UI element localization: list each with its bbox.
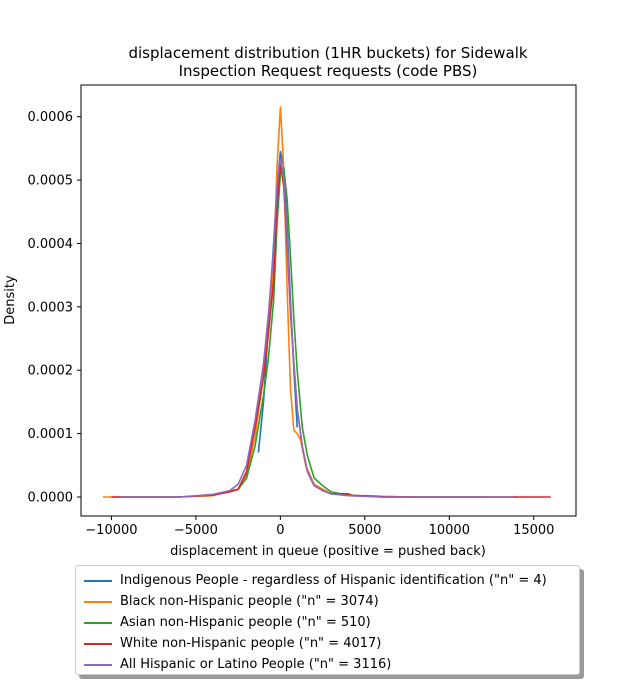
x-axis: −10000 −5000 0 5000 10000 15000 bbox=[85, 516, 554, 538]
legend-label: White non-Hispanic people ("n" = 4017) bbox=[120, 636, 382, 651]
legend: Indigenous People - regardless of Hispan… bbox=[75, 565, 580, 675]
x-tick-label: 10000 bbox=[429, 523, 470, 538]
series-layer bbox=[103, 106, 551, 498]
y-axis: 0.0000 0.0001 0.0002 0.0003 0.0004 0.0005 0.00… bbox=[28, 110, 81, 505]
chart-title-line-1: displacement distribution (1HR buckets) … bbox=[128, 44, 527, 62]
y-tick-label: 0.0002 bbox=[28, 364, 74, 379]
legend-item-2: Black non-Hispanic people ("n" = 3074) bbox=[84, 591, 579, 612]
y-tick-label: 0.0001 bbox=[28, 427, 74, 442]
series-line-2 bbox=[103, 106, 517, 498]
chart-title-line-2: Inspection Request requests (code PBS) bbox=[179, 62, 478, 80]
legend-swatch bbox=[84, 663, 112, 666]
legend-item-3: Asian non-Hispanic people ("n" = 510) bbox=[84, 612, 579, 633]
legend-swatch bbox=[84, 600, 112, 603]
x-axis-label: displacement in queue (positive = pushed… bbox=[170, 544, 486, 559]
y-tick-label: 0.0006 bbox=[28, 110, 74, 125]
legend-item-1: Indigenous People - regardless of Hispan… bbox=[84, 570, 579, 591]
legend-label: Black non-Hispanic people ("n" = 3074) bbox=[120, 594, 379, 609]
series-line-4 bbox=[111, 163, 551, 498]
x-tick-label: −5000 bbox=[174, 523, 218, 538]
legend-swatch bbox=[84, 621, 112, 624]
y-axis-label: Density bbox=[3, 275, 18, 325]
x-tick-label: 5000 bbox=[348, 523, 381, 538]
y-tick-label: 0.0005 bbox=[28, 174, 74, 189]
y-tick-label: 0.0003 bbox=[28, 300, 74, 315]
x-tick-label: 0 bbox=[276, 523, 284, 538]
legend-label: Asian non-Hispanic people ("n" = 510) bbox=[120, 615, 371, 630]
legend-item-5: All Hispanic or Latino People ("n" = 311… bbox=[84, 654, 579, 675]
chart: displacement distribution (1HR buckets) … bbox=[3, 44, 577, 559]
series-line-5 bbox=[119, 157, 514, 498]
y-tick-label: 0.0000 bbox=[28, 490, 74, 505]
legend-swatch bbox=[84, 579, 112, 582]
legend-item-4: White non-Hispanic people ("n" = 4017) bbox=[84, 633, 579, 654]
legend-label: Indigenous People - regardless of Hispan… bbox=[120, 573, 547, 588]
legend-label: All Hispanic or Latino People ("n" = 311… bbox=[120, 657, 392, 672]
x-tick-label: −10000 bbox=[85, 523, 137, 538]
legend-swatch bbox=[84, 642, 112, 645]
x-tick-label: 15000 bbox=[513, 523, 554, 538]
y-tick-label: 0.0004 bbox=[28, 237, 74, 252]
plot-area bbox=[80, 84, 577, 517]
